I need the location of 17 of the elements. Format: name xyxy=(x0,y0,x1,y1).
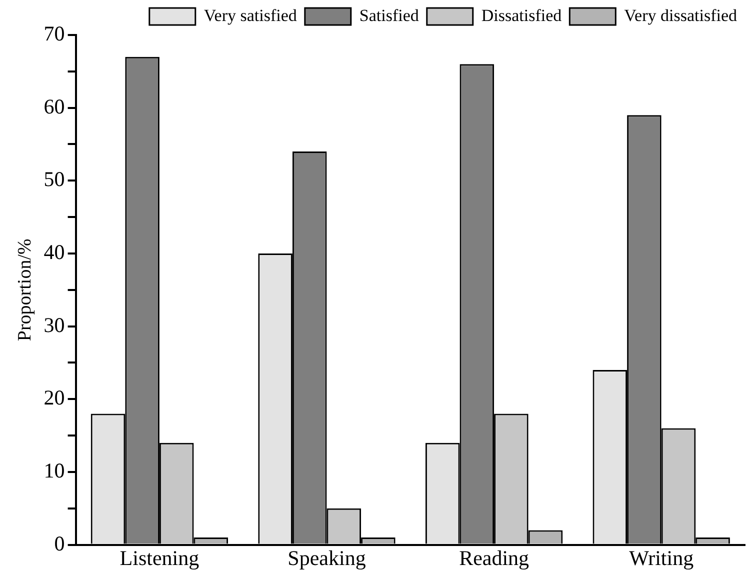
legend-label: Very dissatisfied xyxy=(624,6,738,25)
x-tick-label: Listening xyxy=(120,546,200,570)
y-tick-label: 70 xyxy=(44,22,65,46)
y-tick-label: 0 xyxy=(54,531,65,556)
x-tick-label: Reading xyxy=(459,546,530,570)
y-tick-label: 20 xyxy=(44,386,65,410)
y-tick-label: 30 xyxy=(44,312,65,337)
y-axis-title: Proportion/% xyxy=(14,238,36,342)
legend-label: Satisfied xyxy=(359,6,420,25)
y-tick-label: 40 xyxy=(44,240,65,264)
legend-label: Very satisfied xyxy=(204,6,298,25)
y-tick-label: 50 xyxy=(44,167,65,192)
x-tick-label: Speaking xyxy=(288,546,366,570)
x-tick-label: Writing xyxy=(629,546,694,570)
y-tick-label: 10 xyxy=(44,458,65,482)
y-tick-label: 60 xyxy=(44,94,65,118)
legend-label: Dissatisfied xyxy=(481,6,562,25)
